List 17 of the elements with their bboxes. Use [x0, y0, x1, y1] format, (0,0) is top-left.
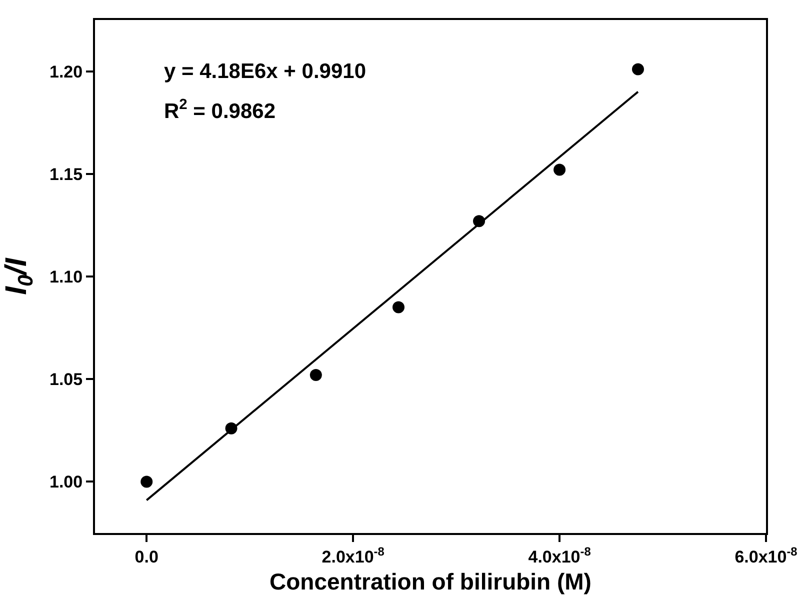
point	[140, 476, 153, 488]
x-axis-title: Concentration of bilirubin (M)	[270, 568, 592, 594]
y-tick-label: 1.15	[50, 164, 83, 184]
x-tick-label: 6.0x10$^{-8}$	[734, 544, 798, 566]
y-tick-label: 1.05	[50, 370, 83, 390]
point	[310, 369, 322, 381]
y-tick-label: 1.00	[50, 472, 83, 492]
y-tick-label: 1.20	[50, 62, 83, 82]
point	[392, 301, 404, 314]
annotation: y = 4.18E6x + 0.9910	[164, 60, 366, 83]
x-tick-label: 4.0x10$^{-8}$	[528, 544, 592, 566]
annotation: R$^{2}$ = 0.9862	[164, 97, 276, 123]
point	[632, 63, 644, 76]
y-tick-label: 1.10	[50, 267, 83, 286]
point	[554, 164, 566, 176]
x-tick-label: 0.0	[134, 547, 158, 566]
x-tick-label: 2.0x10$^{-8}$	[322, 544, 385, 566]
